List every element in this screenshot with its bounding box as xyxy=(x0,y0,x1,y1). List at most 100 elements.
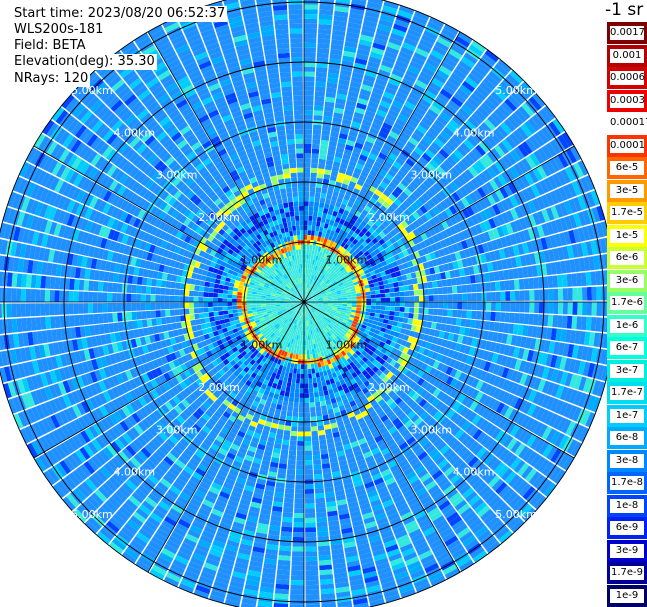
ppi-cell xyxy=(307,283,310,289)
ppi-cell xyxy=(518,204,528,217)
ppi-cell xyxy=(320,144,328,151)
ppi-cell xyxy=(306,278,308,283)
ppi-cell xyxy=(304,172,311,178)
ppi-cell xyxy=(312,440,320,446)
ppi-cell xyxy=(280,449,289,455)
ppi-cell xyxy=(380,249,387,256)
ppi-cell xyxy=(416,124,428,135)
ppi-cell xyxy=(338,245,344,252)
ppi-cell xyxy=(445,52,460,64)
ppi-cell xyxy=(305,546,318,552)
ppi-cell xyxy=(461,197,470,208)
ppi-cell xyxy=(504,280,511,291)
ppi-cell xyxy=(344,41,358,49)
ppi-cell xyxy=(483,361,492,372)
ppi-cell xyxy=(315,192,321,198)
ppi-cell xyxy=(537,147,549,162)
ppi-cell xyxy=(347,302,352,305)
ppi-cell xyxy=(476,85,490,98)
ppi-cell xyxy=(591,396,601,413)
ppi-cell xyxy=(317,266,322,272)
ppi-cell xyxy=(403,175,413,184)
ppi-cell xyxy=(354,199,362,207)
ppi-cell xyxy=(586,347,594,362)
ppi-cell xyxy=(383,0,399,10)
ppi-cell xyxy=(307,364,311,370)
ppi-cell xyxy=(582,361,591,377)
ppi-cell xyxy=(308,383,313,389)
ppi-cell xyxy=(426,58,440,69)
ppi-cell xyxy=(580,272,587,286)
ppi-cell xyxy=(304,14,318,20)
ppi-cell xyxy=(568,229,576,244)
ppi-cell xyxy=(378,266,385,273)
ppi-cell xyxy=(508,323,514,334)
ppi-cell xyxy=(334,261,340,267)
ppi-cell xyxy=(379,14,395,24)
ppi-cell xyxy=(330,200,337,206)
ppi-cell xyxy=(304,465,313,470)
ppi-cell xyxy=(371,47,385,56)
ppi-cell xyxy=(596,381,606,397)
ppi-cell xyxy=(468,166,479,177)
ppi-cell xyxy=(442,145,453,156)
ppi-cell xyxy=(457,362,466,372)
ppi-cell xyxy=(462,208,471,219)
ppi-cell xyxy=(492,332,499,342)
ppi-cell xyxy=(366,157,376,165)
ppi-cell xyxy=(428,17,445,28)
ppi-cell xyxy=(521,81,535,96)
ppi-cell xyxy=(558,186,568,201)
ppi-cell xyxy=(319,154,327,160)
ppi-cell xyxy=(360,149,370,157)
ppi-cell xyxy=(309,279,313,284)
ppi-cell xyxy=(304,373,308,379)
ppi-cell xyxy=(332,25,347,32)
ppi-cell xyxy=(324,286,329,290)
ppi-cell xyxy=(430,274,437,282)
ppi-cell xyxy=(461,310,467,319)
ppi-cell xyxy=(316,377,321,383)
ppi-cell xyxy=(494,160,505,173)
ppi-cell xyxy=(526,241,534,253)
ppi-cell xyxy=(536,351,544,365)
ppi-cell xyxy=(586,191,596,207)
ppi-cell xyxy=(378,131,389,139)
ppi-cell xyxy=(364,244,371,251)
ppi-cell xyxy=(292,416,298,422)
ppi-cell xyxy=(543,177,554,192)
ppi-cell xyxy=(461,335,469,345)
ppi-cell xyxy=(384,288,390,293)
ppi-cell xyxy=(380,293,386,298)
ppi-cell xyxy=(467,293,472,302)
ppi-cell xyxy=(371,244,378,251)
ppi-cell xyxy=(304,110,313,115)
ppi-cell xyxy=(483,118,496,131)
ppi-cell xyxy=(470,203,479,214)
ppi-cell xyxy=(318,231,323,237)
ppi-cell xyxy=(312,454,321,461)
ppi-cell xyxy=(479,157,490,169)
ppi-cell xyxy=(363,281,369,286)
ppi-cell xyxy=(304,397,310,403)
ppi-cell xyxy=(340,247,346,254)
ppi-cell xyxy=(326,308,332,311)
ppi-cell xyxy=(416,186,425,196)
ppi-cell xyxy=(279,390,285,396)
ppi-cell xyxy=(555,218,564,233)
ppi-cell xyxy=(552,118,565,134)
ppi-cell xyxy=(292,411,299,417)
ppi-cell xyxy=(422,262,429,270)
ppi-cell xyxy=(469,275,476,284)
ppi-cell xyxy=(537,365,546,378)
ppi-cell xyxy=(522,348,530,361)
ppi-cell xyxy=(315,187,322,193)
ppi-cell xyxy=(565,148,577,164)
ppi-cell xyxy=(338,282,344,287)
ppi-cell xyxy=(310,363,315,369)
ppi-cell xyxy=(447,245,455,254)
ppi-cell xyxy=(310,279,314,285)
ppi-cell xyxy=(313,287,317,292)
ppi-cell xyxy=(482,78,496,91)
ppi-cell xyxy=(412,110,424,121)
